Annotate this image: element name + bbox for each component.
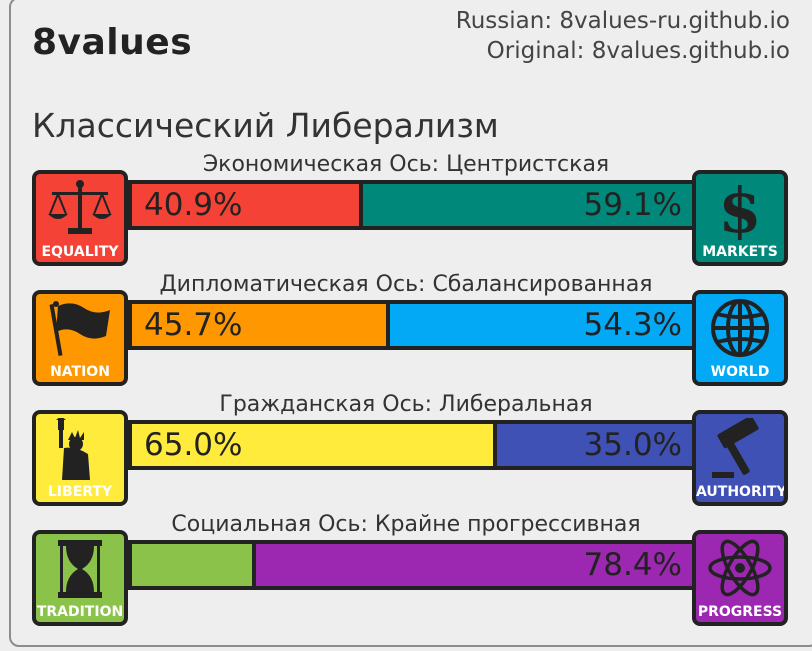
world-icon-box: WORLD xyxy=(692,290,788,386)
diplomatic-axis-label: Дипломатическая Ось: Сбалансированная xyxy=(159,272,653,297)
progress-label: PROGRESS xyxy=(697,604,783,620)
hourglass-icon xyxy=(58,540,102,598)
tradition-bar xyxy=(132,544,252,586)
tradition-icon-box: TRADITION xyxy=(32,530,128,626)
gavel-icon xyxy=(712,418,759,478)
markets-label: MARKETS xyxy=(702,244,778,260)
nation-bar: 45.7% xyxy=(132,304,386,346)
scales-icon xyxy=(48,180,112,234)
nation-percent: 45.7% xyxy=(144,307,243,343)
diplomatic-axis-bar: 45.7% 54.3% xyxy=(128,300,696,350)
civil-axis-bar: 65.0% 35.0% xyxy=(128,420,696,470)
globe-icon xyxy=(711,299,769,357)
liberty-icon-box: LIBERTY xyxy=(32,410,128,506)
nation-label: NATION xyxy=(50,364,110,380)
progress-bar: 78.4% xyxy=(256,544,692,586)
progress-icon-box: PROGRESS xyxy=(692,530,788,626)
authority-percent: 35.0% xyxy=(583,427,682,463)
markets-bar: 59.1% xyxy=(363,184,692,226)
nation-icon-box: NATION xyxy=(32,290,128,386)
progress-percent: 78.4% xyxy=(583,547,682,583)
equality-label: EQUALITY xyxy=(41,244,119,260)
social-axis-label: Социальная Ось: Крайне прогрессивная xyxy=(171,512,641,537)
liberty-bar: 65.0% xyxy=(132,424,493,466)
world-percent: 54.3% xyxy=(583,307,682,343)
social-axis-bar: 78.4% xyxy=(128,540,696,590)
markets-percent: 59.1% xyxy=(583,187,682,223)
equality-percent: 40.9% xyxy=(144,187,243,223)
flag-icon xyxy=(49,301,110,356)
economic-axis-bar: 40.9% 59.1% xyxy=(128,180,696,230)
statue-of-liberty-icon xyxy=(56,418,90,480)
economic-axis-label: Экономическая Ось: Центристская xyxy=(202,152,610,177)
liberty-percent: 65.0% xyxy=(144,427,243,463)
authority-icon-box: AUTHORITY xyxy=(692,410,788,506)
equality-bar: 40.9% xyxy=(132,184,359,226)
markets-icon-box: $ MARKETS xyxy=(692,170,788,266)
authority-label: AUTHORITY xyxy=(696,484,787,500)
dollar-sign-icon: $ xyxy=(718,178,761,240)
russian-credit[interactable]: Russian: 8values-ru.github.io xyxy=(455,8,790,34)
svg-text:$: $ xyxy=(718,178,761,240)
world-label: WORLD xyxy=(710,364,770,380)
world-bar: 54.3% xyxy=(390,304,692,346)
liberty-label: LIBERTY xyxy=(47,484,113,500)
civil-axis-label: Гражданская Ось: Либеральная xyxy=(219,392,593,417)
tradition-label: TRADITION xyxy=(36,604,124,620)
authority-bar: 35.0% xyxy=(497,424,692,466)
original-credit[interactable]: Original: 8values.github.io xyxy=(486,38,790,64)
app-title: 8values xyxy=(32,22,193,63)
equality-icon-box: EQUALITY xyxy=(32,170,128,266)
atom-icon xyxy=(708,539,772,597)
credits: Russian: 8values-ru.github.io Original: … xyxy=(456,6,790,66)
ideology-title: Классический Либерализм xyxy=(32,106,499,145)
